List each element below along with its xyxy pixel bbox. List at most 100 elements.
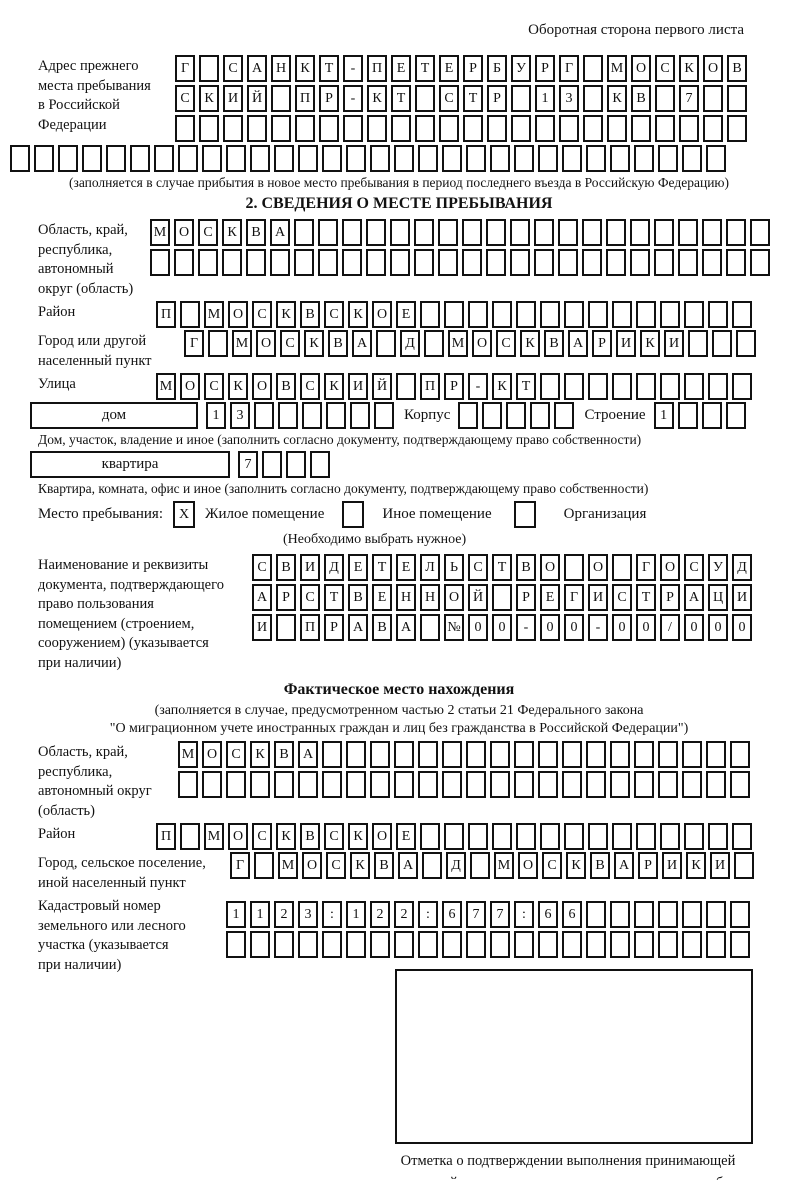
char-box[interactable]: Т	[391, 85, 411, 112]
char-box[interactable]: Р	[535, 55, 555, 82]
char-box[interactable]	[342, 249, 362, 276]
char-box[interactable]: С	[252, 823, 272, 850]
char-box[interactable]: 2	[274, 901, 294, 928]
char-box[interactable]: И	[616, 330, 636, 357]
char-box[interactable]	[396, 373, 416, 400]
char-box[interactable]	[222, 249, 242, 276]
char-box[interactable]: 2	[394, 901, 414, 928]
char-box[interactable]: Р	[444, 373, 464, 400]
char-box[interactable]: Г	[184, 330, 204, 357]
char-box[interactable]	[294, 219, 314, 246]
char-box[interactable]: 3	[298, 901, 318, 928]
char-box[interactable]	[376, 330, 396, 357]
char-box[interactable]	[442, 931, 462, 958]
char-box[interactable]: 0	[540, 614, 560, 641]
char-box[interactable]	[684, 823, 704, 850]
char-box[interactable]	[444, 823, 464, 850]
char-box[interactable]: В	[590, 852, 610, 879]
char-box[interactable]	[178, 771, 198, 798]
char-box[interactable]	[750, 249, 770, 276]
char-box[interactable]: К	[295, 55, 315, 82]
char-box[interactable]: К	[520, 330, 540, 357]
char-box[interactable]	[654, 219, 674, 246]
char-box[interactable]	[583, 115, 603, 142]
char-box[interactable]: 0	[468, 614, 488, 641]
char-box[interactable]	[370, 771, 390, 798]
char-box[interactable]	[730, 901, 750, 928]
char-box[interactable]: /	[660, 614, 680, 641]
char-box[interactable]	[516, 301, 536, 328]
char-box[interactable]	[516, 823, 536, 850]
char-box[interactable]: О	[228, 823, 248, 850]
char-box[interactable]	[538, 741, 558, 768]
char-box[interactable]	[706, 145, 726, 172]
char-box[interactable]: 0	[732, 614, 752, 641]
char-box[interactable]	[254, 402, 274, 429]
char-box[interactable]	[708, 301, 728, 328]
char-box[interactable]: Е	[439, 55, 459, 82]
char-box[interactable]: Т	[324, 584, 344, 611]
char-box[interactable]	[262, 451, 282, 478]
char-box[interactable]	[506, 402, 527, 429]
char-box[interactable]: И	[662, 852, 682, 879]
char-box[interactable]: А	[398, 852, 418, 879]
char-box[interactable]: 1	[535, 85, 555, 112]
char-box[interactable]: И	[348, 373, 368, 400]
char-box[interactable]	[583, 85, 603, 112]
char-box[interactable]: О	[588, 554, 608, 581]
char-box[interactable]	[394, 931, 414, 958]
char-box[interactable]	[514, 741, 534, 768]
char-box[interactable]	[424, 330, 444, 357]
char-box[interactable]	[391, 115, 411, 142]
char-box[interactable]	[610, 145, 630, 172]
char-box[interactable]: -	[516, 614, 536, 641]
char-box[interactable]	[274, 771, 294, 798]
char-box[interactable]	[418, 931, 438, 958]
char-box[interactable]	[540, 823, 560, 850]
char-box[interactable]: К	[276, 301, 296, 328]
char-box[interactable]: -	[468, 373, 488, 400]
char-box[interactable]: О	[472, 330, 492, 357]
char-box[interactable]	[318, 249, 338, 276]
char-box[interactable]: К	[304, 330, 324, 357]
char-box[interactable]: Г	[175, 55, 195, 82]
char-box[interactable]: Р	[638, 852, 658, 879]
char-box[interactable]: О	[631, 55, 651, 82]
char-box[interactable]: А	[270, 219, 290, 246]
char-box[interactable]	[226, 931, 246, 958]
char-box[interactable]	[658, 901, 678, 928]
char-box[interactable]	[734, 852, 754, 879]
char-box[interactable]: О	[444, 584, 464, 611]
char-box[interactable]: Т	[319, 55, 339, 82]
char-box[interactable]: У	[511, 55, 531, 82]
char-box[interactable]: К	[679, 55, 699, 82]
char-box[interactable]: Д	[446, 852, 466, 879]
char-box[interactable]: К	[686, 852, 706, 879]
char-box[interactable]: Н	[420, 584, 440, 611]
char-box[interactable]	[394, 771, 414, 798]
char-box[interactable]	[564, 823, 584, 850]
char-box[interactable]	[470, 852, 490, 879]
char-box[interactable]: Т	[492, 554, 512, 581]
char-box[interactable]	[708, 823, 728, 850]
char-box[interactable]	[586, 931, 606, 958]
char-box[interactable]	[612, 823, 632, 850]
char-box[interactable]	[418, 771, 438, 798]
char-box[interactable]	[415, 85, 435, 112]
char-box[interactable]: Й	[468, 584, 488, 611]
char-box[interactable]: В	[727, 55, 747, 82]
char-box[interactable]	[322, 741, 342, 768]
char-box[interactable]	[346, 741, 366, 768]
char-box[interactable]: С	[280, 330, 300, 357]
char-box[interactable]: К	[566, 852, 586, 879]
char-box[interactable]	[706, 771, 726, 798]
char-box[interactable]: -	[343, 85, 363, 112]
char-box[interactable]	[703, 115, 723, 142]
char-box[interactable]: 1	[346, 901, 366, 928]
char-box[interactable]	[322, 771, 342, 798]
char-box[interactable]	[730, 741, 750, 768]
char-box[interactable]: П	[300, 614, 320, 641]
char-box[interactable]: К	[607, 85, 627, 112]
char-box[interactable]	[346, 771, 366, 798]
char-box[interactable]: М	[204, 301, 224, 328]
